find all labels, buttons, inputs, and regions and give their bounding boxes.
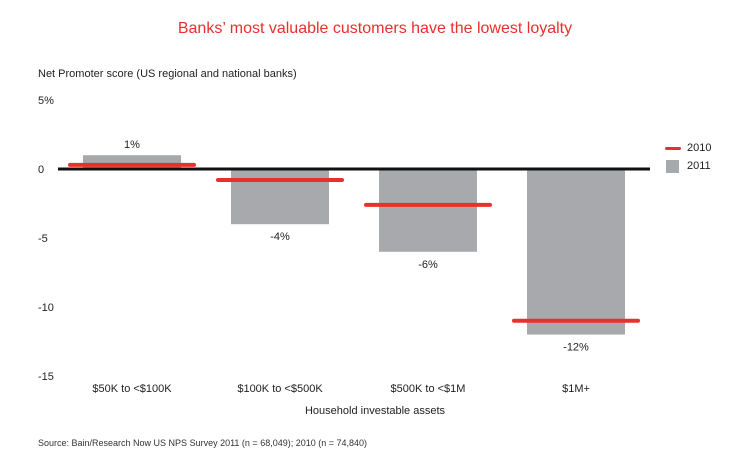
y-tick-label: -5: [38, 233, 48, 245]
bar-data-label: -6%: [418, 259, 438, 271]
bar-2011: [231, 169, 329, 225]
bar-data-label: -4%: [270, 231, 290, 243]
y-tick-label: -10: [38, 302, 54, 314]
legend-swatch-2010: [665, 146, 681, 150]
chart-title: Banks’ most valuable customers have the …: [177, 20, 573, 37]
bar-2011: [527, 169, 625, 335]
legend-label-2011: 2011: [687, 160, 711, 172]
y-tick-label: 0: [38, 164, 44, 176]
x-axis-title: Household investable assets: [304, 405, 446, 417]
y-tick-label: -15: [38, 371, 54, 383]
y-axis-label: Net Promoter score (US regional and nati…: [38, 68, 297, 80]
bar-2011: [83, 155, 181, 169]
x-tick-label: $500K to <$1M: [391, 383, 466, 395]
bar-2011: [379, 169, 477, 252]
bar-data-label: -12%: [563, 342, 589, 354]
source-note: Source: Bain/Research Now US NPS Survey …: [38, 438, 368, 448]
legend-swatch-2011: [666, 159, 679, 173]
bar-data-label: 1%: [124, 139, 140, 151]
legend-label-2010: 2010: [687, 142, 712, 154]
y-tick-label: 5%: [38, 95, 54, 107]
legend-item-2011: 2011: [665, 157, 711, 175]
x-tick-label: $1M+: [562, 383, 590, 395]
x-tick-label: $100K to <$500K: [237, 383, 323, 395]
legend-item-2010: 2010: [665, 139, 711, 157]
x-tick-label: $50K to <$100K: [92, 383, 172, 395]
legend: 2010 2011: [665, 139, 711, 175]
